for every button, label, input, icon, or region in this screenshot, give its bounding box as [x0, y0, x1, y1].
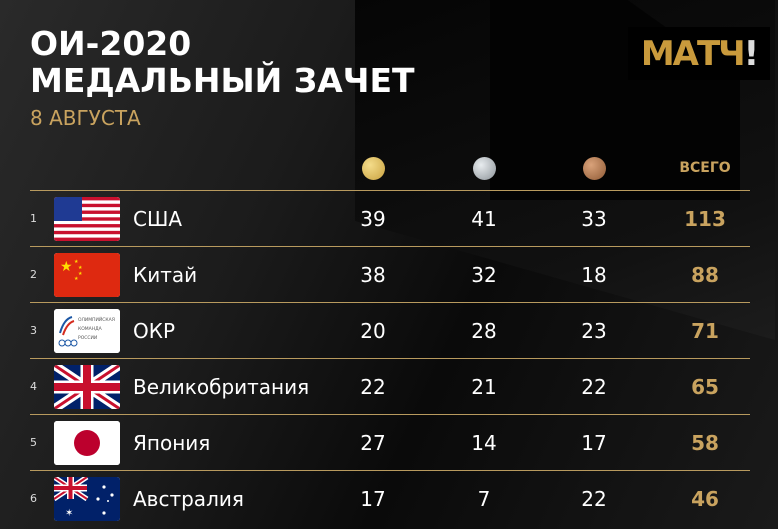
- silver-count: 21: [471, 375, 497, 399]
- bronze-count: 22: [581, 487, 607, 511]
- title-line-2: МЕДАЛЬНЫЙ ЗАЧЕТ: [30, 61, 415, 100]
- svg-text:★: ★: [74, 276, 79, 282]
- rank: 6: [30, 492, 37, 505]
- date-subtitle: 8 АВГУСТА: [30, 106, 141, 130]
- svg-text:★: ★: [60, 259, 73, 275]
- svg-text:КОМАНДА: КОМАНДА: [78, 326, 103, 332]
- country-name: Великобритания: [133, 375, 310, 399]
- roc-logo-icon: ОЛИМПИЙСКАЯ КОМАНДА РОССИИ: [54, 309, 120, 353]
- country-name: Япония: [133, 431, 211, 455]
- total-count: 113: [684, 207, 726, 231]
- table-row: 3 ОЛИМПИЙСКАЯ КОМАНДА РОССИИ ОКР 20 28 23 …: [30, 302, 750, 358]
- table-row: 5 Япония 27 14 17 58: [30, 414, 750, 470]
- rank: 1: [30, 212, 37, 225]
- bronze-count: 17: [581, 431, 607, 455]
- uk-flag-icon: [54, 365, 120, 409]
- silver-count: 28: [471, 319, 497, 343]
- gold-count: 38: [360, 263, 386, 287]
- silver-count: 41: [471, 207, 497, 231]
- bronze-count: 23: [581, 319, 607, 343]
- bronze-medal-icon: [583, 157, 606, 180]
- svg-text:★: ★: [78, 271, 83, 277]
- svg-text:★: ★: [78, 265, 83, 271]
- gold-count: 27: [360, 431, 386, 455]
- svg-text:РОССИИ: РОССИИ: [78, 335, 97, 341]
- gold-count: 20: [360, 319, 386, 343]
- country-name: США: [133, 207, 183, 231]
- bronze-count: 22: [581, 375, 607, 399]
- gold-count: 22: [360, 375, 386, 399]
- china-flag-icon: ★ ★ ★ ★ ★: [54, 253, 120, 297]
- gold-medal-icon: [362, 157, 385, 180]
- total-count: 88: [691, 263, 719, 287]
- silver-medal-icon: [473, 157, 496, 180]
- silver-count: 32: [471, 263, 497, 287]
- rank: 4: [30, 380, 37, 393]
- country-name: Австралия: [133, 487, 244, 511]
- svg-text:★: ★: [74, 259, 79, 265]
- rank: 2: [30, 268, 37, 281]
- country-name: ОКР: [133, 319, 176, 343]
- table-row: 6 ✶ Австралия 17 7 22 46: [30, 470, 750, 526]
- total-header: ВСЕГО: [679, 160, 731, 176]
- silver-count: 7: [477, 487, 491, 511]
- title-line-1: ОИ-2020: [30, 24, 192, 63]
- japan-flag-icon: [54, 421, 120, 465]
- australia-flag-icon: ✶: [54, 477, 120, 521]
- total-count: 65: [691, 375, 719, 399]
- total-count: 58: [691, 431, 719, 455]
- gold-count: 39: [360, 207, 386, 231]
- silver-count: 14: [471, 431, 497, 455]
- table-row: 1 США 39 41 33 113: [30, 190, 750, 246]
- total-count: 46: [691, 487, 719, 511]
- table-row: 4 Великобритания 22 21 22 65: [30, 358, 750, 414]
- country-name: Китай: [133, 263, 198, 287]
- total-count: 71: [691, 319, 719, 343]
- rank: 5: [30, 436, 37, 449]
- svg-text:ОЛИМПИЙСКАЯ: ОЛИМПИЙСКАЯ: [78, 316, 115, 323]
- usa-flag-icon: [54, 197, 120, 241]
- match-logo: МАТЧ!: [628, 27, 770, 80]
- bronze-count: 18: [581, 263, 607, 287]
- gold-count: 17: [360, 487, 386, 511]
- rank: 3: [30, 324, 37, 337]
- table-row: 2 ★ ★ ★ ★ ★ Китай 38 32 18 88: [30, 246, 750, 302]
- svg-text:✶: ✶: [65, 508, 73, 519]
- bronze-count: 33: [581, 207, 607, 231]
